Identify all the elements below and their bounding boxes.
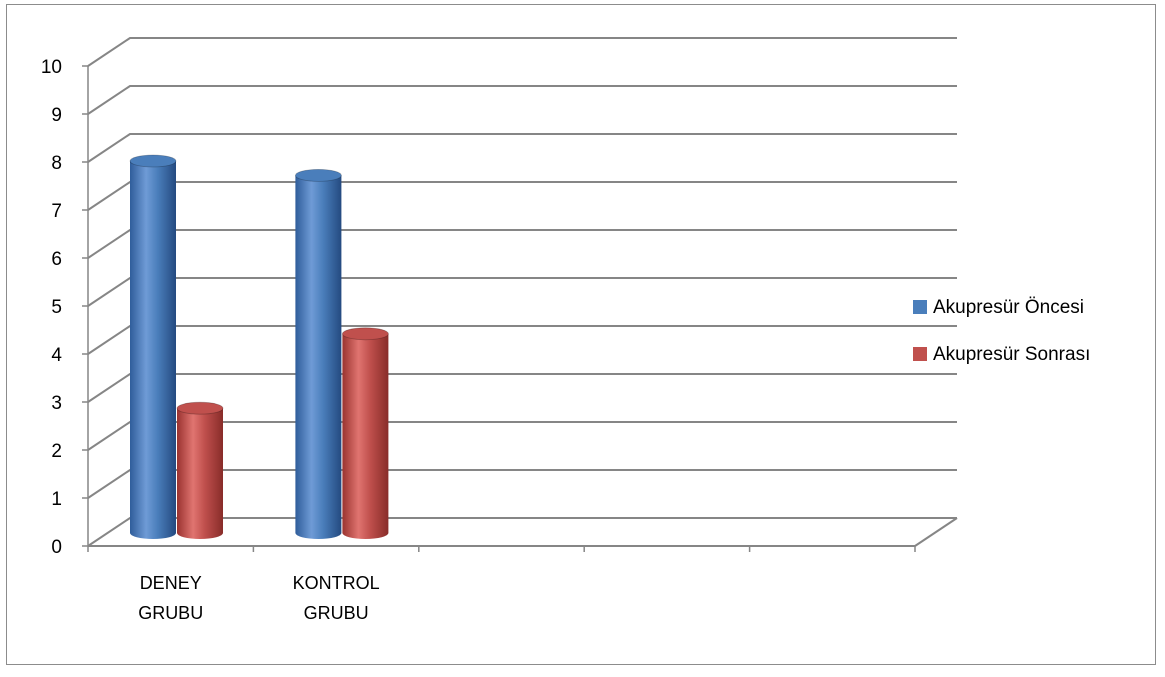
legend-swatch: [913, 347, 927, 361]
legend-swatch: [913, 300, 927, 314]
chart-frame: [6, 4, 1156, 665]
y-tick-label: 8: [51, 153, 62, 174]
gridline: [87, 277, 957, 307]
y-tick-label: 6: [51, 249, 62, 270]
bars: [129, 154, 389, 539]
y-tick-label: 1: [51, 489, 62, 510]
gridline: [87, 373, 957, 403]
gridline: [87, 325, 957, 355]
gridline: [87, 37, 957, 67]
y-tick-label: 3: [51, 393, 62, 414]
bar-top: [176, 401, 224, 415]
y-tick-label: 2: [51, 441, 62, 462]
gridline: [87, 181, 957, 211]
bar-top: [294, 168, 342, 182]
x-category-label: GRUBU: [138, 603, 203, 623]
legend-label: Akupresür Sonrası: [933, 344, 1090, 365]
y-tick-label: 9: [51, 105, 62, 126]
gridline: [87, 133, 957, 163]
bar-top: [341, 327, 389, 341]
y-tick-label: 4: [51, 345, 62, 366]
bar-top: [129, 154, 177, 168]
bar: [295, 175, 342, 539]
bar: [342, 333, 389, 539]
x-category-label: DENEY: [140, 573, 202, 593]
legend-label: Akupresür Öncesi: [933, 297, 1084, 318]
y-tick-label: 7: [51, 201, 62, 222]
floor-edge: [914, 517, 958, 547]
axes: [82, 65, 958, 552]
gridline: [87, 229, 957, 259]
y-tick-label: 5: [51, 297, 62, 318]
x-category-label: GRUBU: [304, 603, 369, 623]
y-tick-label: 0: [51, 537, 62, 558]
x-category-label: KONTROL: [293, 573, 380, 593]
legend: Akupresür Öncesi Akupresür Sonrası: [913, 297, 1090, 365]
labels: 0 1 2 3 4 5 6 7 8 9 10 DENEY GRUBU KONTROL GRUBU: [41, 57, 380, 623]
bar: [177, 408, 223, 539]
y-tick-label: 10: [41, 57, 62, 78]
gridlines: [87, 37, 957, 547]
gridline: [87, 85, 957, 115]
bar: [130, 161, 176, 539]
